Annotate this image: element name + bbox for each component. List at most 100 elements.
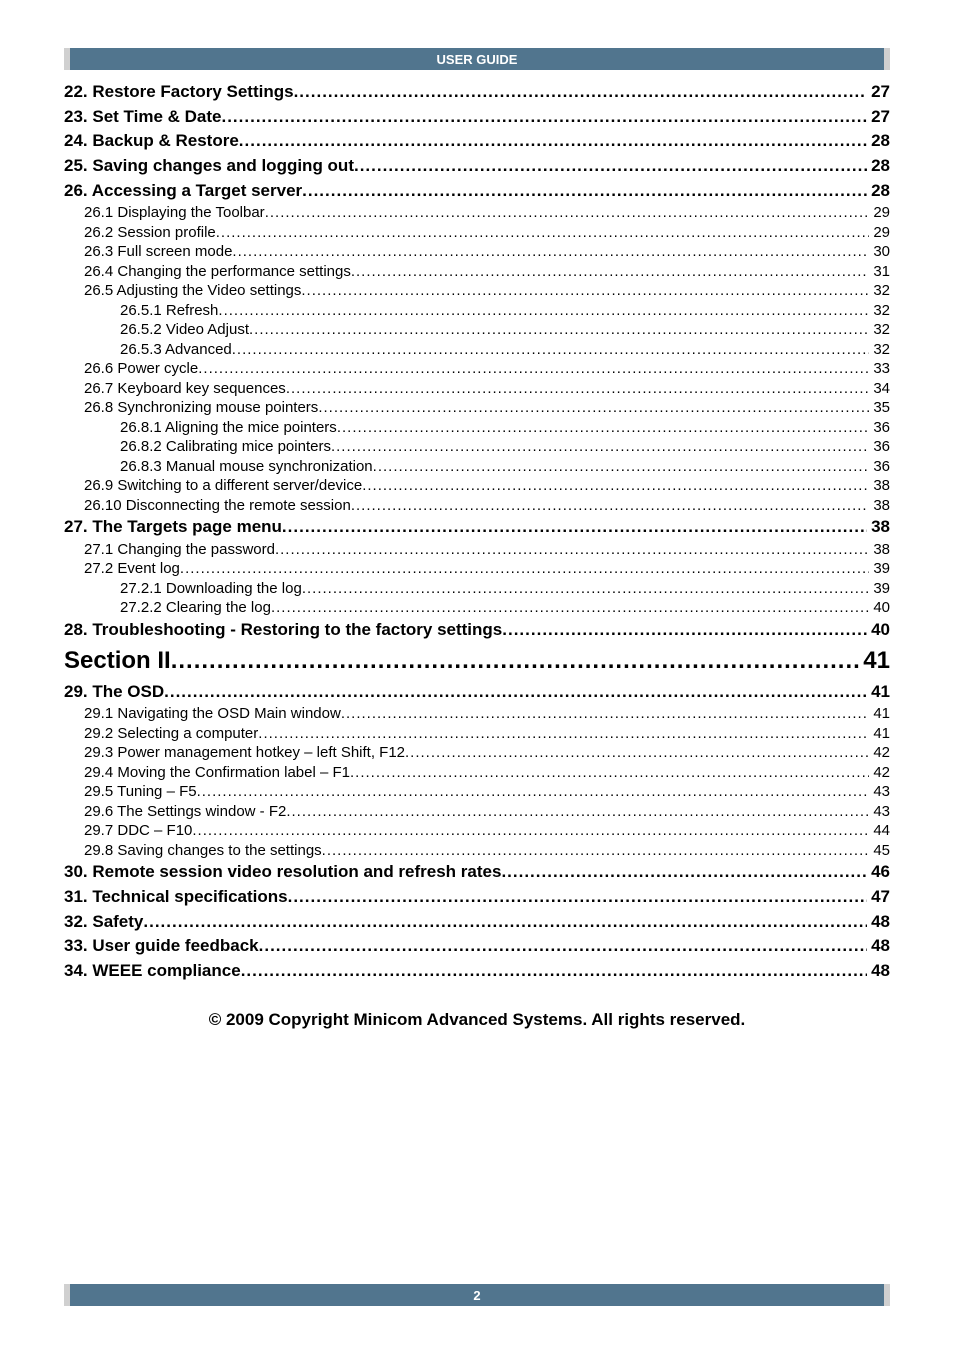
toc-entry-page: 33 (869, 359, 890, 379)
toc-entry-title: 26.2 Session profile (84, 223, 216, 243)
toc-entry: 32. Safety48 (64, 910, 890, 935)
copyright-line: © 2009 Copyright Minicom Advanced System… (64, 1010, 890, 1030)
toc-entry: 26.2 Session profile 29 (64, 223, 890, 243)
toc-entry: Section II 41 (64, 642, 890, 679)
toc-entry-page: 41 (869, 724, 890, 744)
toc-dot-leader (218, 301, 869, 321)
toc-entry-title: 32. Safety (64, 910, 143, 935)
toc-entry: 31. Technical specifications 47 (64, 885, 890, 910)
toc-entry-page: 32 (869, 281, 890, 301)
toc-entry-page: 28 (867, 179, 890, 204)
toc-entry-title: 26.6 Power cycle (84, 359, 198, 379)
toc-entry-title: 26.5 Adjusting the Video settings (84, 281, 301, 301)
toc-entry-page: 47 (867, 885, 890, 910)
toc-entry-title: 26.8.3 Manual mouse synchronization (120, 457, 373, 477)
toc-dot-leader (405, 743, 869, 763)
toc-dot-leader (351, 496, 869, 516)
toc-entry-page: 38 (867, 515, 890, 540)
toc-entry-page: 41 (869, 704, 890, 724)
toc-dot-leader (341, 704, 870, 724)
toc-entry-title: 26.7 Keyboard key sequences (84, 379, 286, 399)
toc-entry: 26.5.3 Advanced 32 (64, 340, 890, 360)
toc-dot-leader (232, 242, 869, 262)
toc-entry-title: 34. WEEE compliance (64, 959, 241, 984)
toc-dot-leader (350, 763, 869, 783)
footer-bar: 2 (64, 1284, 890, 1306)
toc-entry-title: 29.7 DDC – F10 (84, 821, 192, 841)
toc-entry-title: 27. The Targets page menu (64, 515, 282, 540)
toc-entry-title: 33. User guide feedback (64, 934, 259, 959)
toc-dot-leader (198, 359, 869, 379)
toc-entry: 26.5 Adjusting the Video settings 32 (64, 281, 890, 301)
toc-entry-page: 31 (869, 262, 890, 282)
toc-entry: 26.5.2 Video Adjust 32 (64, 320, 890, 340)
toc-dot-leader (373, 457, 870, 477)
toc-entry: 26.6 Power cycle 33 (64, 359, 890, 379)
toc-entry: 29. The OSD 41 (64, 680, 890, 705)
toc-entry-title: 26.3 Full screen mode (84, 242, 232, 262)
table-of-contents: 22. Restore Factory Settings 2723. Set T… (64, 80, 890, 984)
toc-dot-leader (337, 418, 870, 438)
toc-entry-title: 29.1 Navigating the OSD Main window (84, 704, 341, 724)
toc-entry-title: 26. Accessing a Target server (64, 179, 302, 204)
toc-entry-page: 29 (869, 203, 890, 223)
toc-dot-leader (501, 860, 867, 885)
toc-entry-title: 24. Backup & Restore (64, 129, 239, 154)
toc-dot-leader (286, 379, 870, 399)
toc-entry-page: 42 (869, 763, 890, 783)
toc-entry-title: 25. Saving changes and logging out (64, 154, 354, 179)
toc-entry-page: 32 (869, 320, 890, 340)
header-bar: USER GUIDE (64, 48, 890, 70)
toc-dot-leader (258, 724, 869, 744)
toc-dot-leader (180, 559, 869, 579)
toc-dot-leader (282, 515, 867, 540)
toc-entry: 26. Accessing a Target server 28 (64, 179, 890, 204)
toc-entry-page: 28 (867, 129, 890, 154)
toc-dot-leader (143, 910, 867, 935)
toc-dot-leader (288, 885, 867, 910)
toc-entry-page: 34 (869, 379, 890, 399)
toc-entry: 26.8.2 Calibrating mice pointers 36 (64, 437, 890, 457)
toc-entry-title: Section II (64, 642, 171, 679)
toc-dot-leader (294, 80, 868, 105)
toc-entry-page: 38 (869, 496, 890, 516)
toc-entry: 24. Backup & Restore 28 (64, 129, 890, 154)
toc-entry-title: 26.4 Changing the performance settings (84, 262, 351, 282)
toc-entry-page: 38 (869, 540, 890, 560)
toc-entry-page: 38 (869, 476, 890, 496)
toc-entry-page: 45 (869, 841, 890, 861)
toc-dot-leader (197, 782, 870, 802)
toc-entry-title: 27.2 Event log (84, 559, 180, 579)
toc-entry-page: 48 (867, 959, 890, 984)
toc-entry-title: 26.9 Switching to a different server/dev… (84, 476, 362, 496)
toc-entry: 26.9 Switching to a different server/dev… (64, 476, 890, 496)
toc-entry: 29.8 Saving changes to the settings 45 (64, 841, 890, 861)
toc-entry-page: 43 (869, 782, 890, 802)
toc-entry-page: 35 (869, 398, 890, 418)
toc-entry-title: 26.8.1 Aligning the mice pointers (120, 418, 337, 438)
toc-entry: 27. The Targets page menu 38 (64, 515, 890, 540)
toc-dot-leader (271, 598, 869, 618)
toc-entry: 34. WEEE compliance 48 (64, 959, 890, 984)
toc-entry-page: 39 (869, 579, 890, 599)
toc-dot-leader (351, 262, 869, 282)
toc-entry-title: 26.5.3 Advanced (120, 340, 232, 360)
toc-entry-page: 48 (867, 934, 890, 959)
document-page: USER GUIDE 22. Restore Factory Settings … (0, 0, 954, 1030)
toc-dot-leader (239, 129, 867, 154)
toc-entry: 26.1 Displaying the Toolbar 29 (64, 203, 890, 223)
toc-entry: 27.1 Changing the password 38 (64, 540, 890, 560)
toc-entry-title: 27.2.2 Clearing the log (120, 598, 271, 618)
toc-entry: 29.2 Selecting a computer 41 (64, 724, 890, 744)
toc-entry-title: 28. Troubleshooting - Restoring to the f… (64, 618, 502, 643)
toc-entry: 26.7 Keyboard key sequences 34 (64, 379, 890, 399)
toc-dot-leader (249, 320, 869, 340)
toc-entry: 23. Set Time & Date 27 (64, 105, 890, 130)
toc-entry-title: 29.6 The Settings window - F2 (84, 802, 286, 822)
header-label: USER GUIDE (437, 52, 518, 67)
toc-entry: 29.5 Tuning – F5 43 (64, 782, 890, 802)
toc-entry-title: 30. Remote session video resolution and … (64, 860, 501, 885)
toc-entry: 26.3 Full screen mode 30 (64, 242, 890, 262)
toc-entry-page: 27 (867, 80, 890, 105)
toc-entry: 26.5.1 Refresh 32 (64, 301, 890, 321)
